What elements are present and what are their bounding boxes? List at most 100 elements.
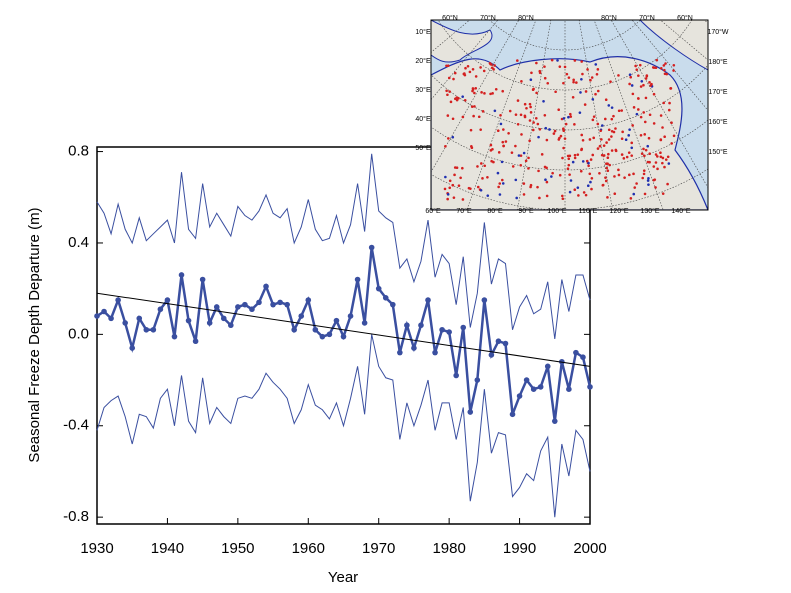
map-station (501, 89, 505, 93)
map-station (581, 72, 584, 76)
map-label: 20°E (415, 57, 431, 65)
map-station (646, 179, 650, 182)
map-station (474, 75, 478, 78)
map-station (596, 89, 600, 93)
series-point (460, 324, 467, 331)
map-station (548, 128, 551, 131)
map-station (635, 68, 639, 71)
map-station (589, 158, 593, 161)
map-station (605, 141, 608, 144)
series-point (171, 333, 178, 340)
x-tick-label: 2000 (573, 540, 606, 557)
map-label: 70°E (456, 207, 472, 215)
map-station (563, 137, 567, 140)
map-station (584, 193, 588, 197)
series-point (488, 352, 495, 358)
map-station (661, 192, 665, 195)
map-station (667, 108, 671, 112)
series-point (411, 345, 417, 351)
map-station (467, 186, 471, 190)
map-station (630, 141, 634, 145)
map-station (642, 111, 646, 114)
map-station (446, 64, 450, 67)
map-station (490, 159, 493, 163)
map-label: 70°N (480, 14, 496, 22)
map-station (647, 177, 650, 180)
map-station (588, 138, 592, 141)
map-station (515, 196, 518, 200)
plot-area: -0.8 -0.4 0.0 0.4 0.8 1930 1940 1950 1960 1970 198… (63, 143, 607, 557)
map-station (667, 162, 671, 165)
series-point (361, 320, 368, 326)
series-point (516, 393, 523, 399)
map-label: 80°N (518, 14, 534, 22)
map-station (649, 84, 653, 87)
series-point (439, 326, 445, 333)
map-station (483, 92, 486, 95)
map-station (573, 156, 577, 160)
map-station (536, 185, 539, 189)
map-station (562, 127, 565, 130)
map-station (625, 155, 629, 159)
map-station (519, 113, 523, 117)
map-station (443, 187, 447, 191)
x-tick-label: 1960 (292, 540, 325, 557)
map-station (656, 167, 659, 171)
series-point (418, 322, 424, 329)
map-station (529, 111, 533, 114)
map-station (666, 182, 669, 186)
map-station (514, 113, 518, 116)
map-station (461, 95, 464, 98)
map-station (600, 124, 604, 127)
map-station (476, 185, 480, 189)
map-station (652, 165, 656, 168)
map-station (607, 138, 611, 141)
map-label: 80°N (601, 14, 617, 22)
map-station (536, 122, 540, 126)
map-station (637, 97, 640, 100)
map-station (644, 96, 648, 100)
map-station (664, 158, 668, 161)
map-station (672, 63, 676, 67)
map-station (632, 172, 635, 176)
trend-line (96, 292, 591, 367)
map-station (538, 196, 541, 200)
map-station (644, 148, 648, 152)
map-station (520, 80, 523, 83)
map-station (480, 91, 483, 94)
map-station (617, 74, 620, 77)
series-point (425, 297, 431, 303)
series-point (256, 299, 262, 306)
map-station (630, 146, 634, 150)
map-station (569, 115, 573, 118)
map-station (604, 176, 607, 179)
series-point (284, 301, 290, 308)
map-station (573, 59, 577, 62)
map-station (444, 175, 447, 179)
map-station (581, 160, 585, 163)
map-station (572, 78, 575, 82)
map-station (602, 144, 606, 147)
map-station (522, 182, 526, 185)
map-label: 140°E (671, 207, 690, 215)
map-parallel (431, 119, 708, 171)
series-point (467, 409, 474, 415)
map-station (463, 72, 466, 75)
map-station (610, 129, 614, 133)
series-point (390, 301, 396, 308)
map-station (591, 153, 595, 157)
map-station (563, 65, 567, 69)
map-station (643, 154, 646, 158)
map-station (537, 169, 540, 173)
map-station (558, 65, 562, 68)
series-point (312, 326, 319, 333)
map-station (483, 164, 487, 168)
series-point (143, 326, 150, 333)
y-tick-label: 0.0 (68, 325, 89, 342)
map-station (567, 163, 571, 167)
map-station (664, 62, 667, 65)
series-point (178, 272, 185, 278)
map-station (643, 120, 647, 124)
map-land (431, 20, 493, 63)
map-station (520, 133, 523, 136)
